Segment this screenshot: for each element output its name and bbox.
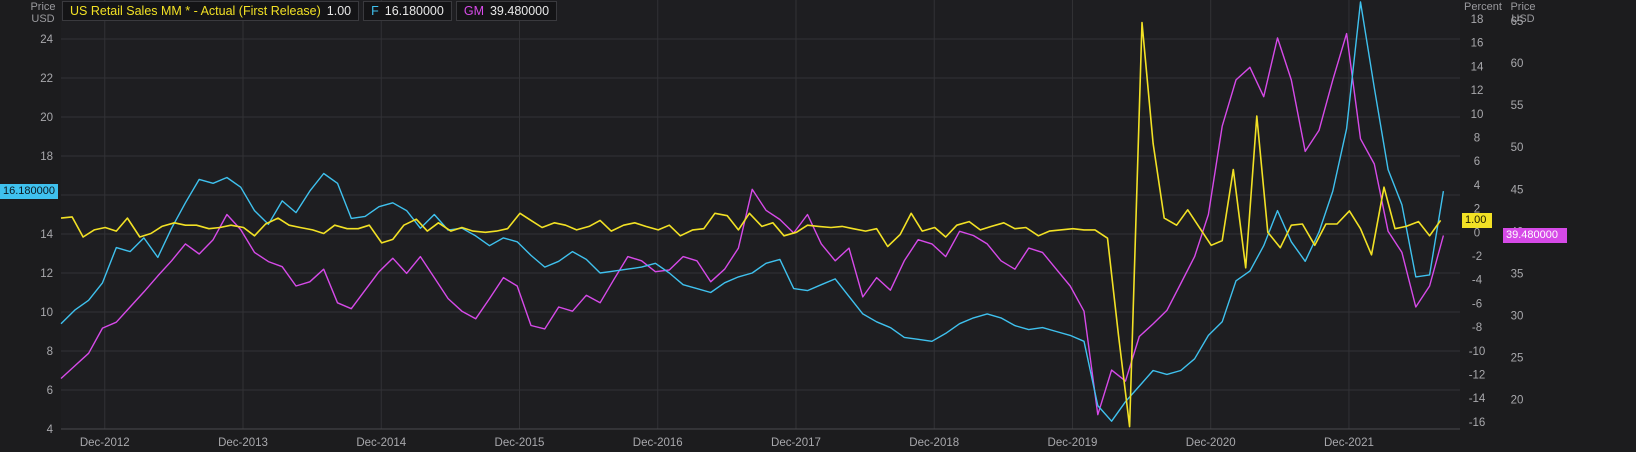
left-tick-label: 12 xyxy=(40,268,53,280)
percent-tick-label: -4 xyxy=(1472,275,1483,287)
right-percent-axis: -16 -14 -12 -10 -8 -6 -4 -2 0 2 4 6 8 10 12 14 16 18 xyxy=(1469,14,1486,429)
x-tick-label: Dec-2020 xyxy=(1186,437,1236,449)
percent-tick-label: 12 xyxy=(1471,85,1484,97)
percent-tick-label: -8 xyxy=(1472,322,1482,334)
x-tick-label: Dec-2016 xyxy=(633,437,683,449)
price-tick-label: 60 xyxy=(1511,58,1524,70)
percent-tick-label: -2 xyxy=(1472,251,1482,263)
price-tick-label: 65 xyxy=(1511,16,1524,28)
percent-tick-label: 18 xyxy=(1471,14,1484,26)
left-tick-label: 8 xyxy=(47,346,53,358)
series-line-gm xyxy=(60,32,1445,416)
percent-tick-label: 8 xyxy=(1474,132,1480,144)
x-tick-label: Dec-2013 xyxy=(218,437,268,449)
left-tick-label: 10 xyxy=(40,307,53,319)
right-percent-axis-title-line: Percent xyxy=(1464,1,1502,13)
percent-tick-label: 4 xyxy=(1474,180,1481,192)
left-tick-label: 18 xyxy=(40,151,53,163)
percent-tick-label: -14 xyxy=(1469,393,1486,405)
legend-value-retail-sales: 1.00 xyxy=(326,4,352,18)
right-price-axis-title: Price USD xyxy=(1506,1,1540,25)
legend: US Retail Sales MM * - Actual (First Rel… xyxy=(62,1,558,21)
left-tick-label: 20 xyxy=(40,112,53,124)
legend-name-retail-sales: US Retail Sales MM * - Actual (First Rel… xyxy=(70,4,321,18)
price-tick-label: 50 xyxy=(1511,142,1524,154)
right-percent-axis-title: Percent xyxy=(1461,1,1505,13)
price-axis-last-value-tag: 39.480000 xyxy=(1503,228,1567,244)
legend-name-gm: GM xyxy=(463,4,484,18)
percent-tick-label: -6 xyxy=(1472,298,1482,310)
price-tick-label: 45 xyxy=(1511,184,1524,196)
left-axis-title-line2: USD xyxy=(31,13,55,25)
series-line-f xyxy=(60,1,1445,422)
percent-tick-label: -16 xyxy=(1469,417,1486,429)
price-tick-label: 35 xyxy=(1511,268,1524,280)
x-tick-label: Dec-2012 xyxy=(80,437,130,449)
x-tick-label: Dec-2019 xyxy=(1048,437,1098,449)
x-tick-label: Dec-2021 xyxy=(1324,437,1374,449)
percent-tick-label: 0 xyxy=(1474,227,1480,239)
series-layer xyxy=(60,1,1445,428)
price-tick-label: 55 xyxy=(1511,100,1524,112)
left-axis: 4681012141618202224 xyxy=(40,34,53,436)
percent-tick-label: -12 xyxy=(1469,369,1486,381)
x-tick-label: Dec-2017 xyxy=(771,437,821,449)
left-axis-title-line1: Price xyxy=(30,1,56,13)
legend-item-f[interactable]: F 16.180000 xyxy=(363,1,452,21)
left-axis-title: Price USD xyxy=(26,1,60,25)
right-price-axis-title-line1: Price xyxy=(1510,1,1536,13)
percent-axis-last-value-tag: 1.00 xyxy=(1462,212,1492,228)
series-line-retail-sales xyxy=(60,21,1442,428)
x-tick-label: Dec-2015 xyxy=(495,437,545,449)
left-tick-label: 6 xyxy=(47,385,53,397)
x-tick-label: Dec-2018 xyxy=(909,437,959,449)
right-price-axis-title-line2: USD xyxy=(1511,13,1535,25)
legend-name-f: F xyxy=(371,4,379,18)
price-tick-label: 25 xyxy=(1511,353,1524,365)
price-tick-label: 20 xyxy=(1511,395,1524,407)
legend-value-f: 16.180000 xyxy=(384,4,444,18)
percent-tick-label: -10 xyxy=(1469,346,1486,358)
legend-value-gm: 39.480000 xyxy=(489,4,550,18)
percent-tick-label: 14 xyxy=(1471,61,1484,73)
legend-item-retail-sales[interactable]: US Retail Sales MM * - Actual (First Rel… xyxy=(62,1,360,21)
left-tick-label: 14 xyxy=(40,229,53,241)
legend-item-gm[interactable]: GM 39.480000 xyxy=(455,1,558,21)
left-axis-last-value-tag: 16.180000 xyxy=(0,183,58,199)
percent-tick-label: 6 xyxy=(1474,156,1480,168)
left-tick-label: 24 xyxy=(40,34,53,46)
percent-tick-label: 16 xyxy=(1471,38,1484,50)
price-tick-label: 30 xyxy=(1511,310,1524,322)
percent-tick-label: 2 xyxy=(1474,204,1480,216)
x-axis: Dec-2012 Dec-2013 Dec-2014 Dec-2015 Dec-2016… xyxy=(80,437,1374,449)
left-tick-label: 22 xyxy=(40,73,53,85)
x-tick-label: Dec-2014 xyxy=(356,437,406,449)
percent-tick-label: 10 xyxy=(1471,109,1484,121)
left-tick-label: 4 xyxy=(47,424,54,436)
